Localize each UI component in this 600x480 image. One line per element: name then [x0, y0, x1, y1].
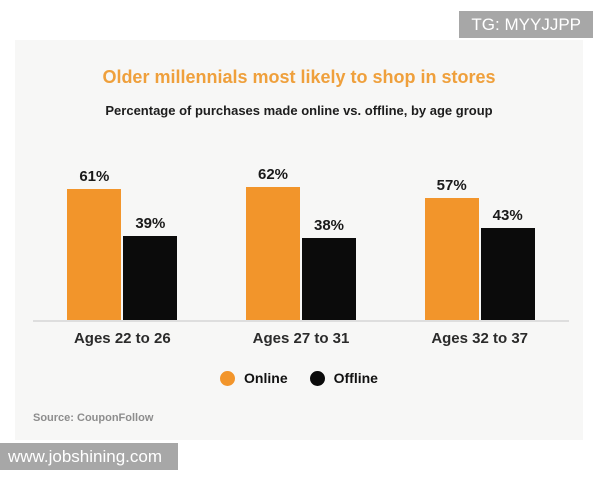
- bar-column: 57%: [424, 177, 479, 320]
- bar-column: 61%: [67, 168, 122, 320]
- chart-title: Older millennials most likely to shop in…: [102, 67, 496, 87]
- category-label: Ages 22 to 26: [73, 330, 171, 347]
- legend-dot-icon: [220, 370, 236, 386]
- category-axis-labels: Ages 22 to 26 Ages 27 to 31 Ages 32 to 37: [33, 330, 569, 347]
- bar-value-label: 43%: [492, 207, 523, 224]
- bar-value-label: 57%: [436, 177, 467, 194]
- bar-value-label: 39%: [135, 215, 166, 232]
- bar-offline: [480, 228, 535, 320]
- legend-label: Online: [244, 370, 288, 386]
- legend-item-offline: Offline: [309, 370, 378, 386]
- bar-column: 38%: [302, 217, 356, 320]
- watermark-badge-top-right: TG: MYYJJPP: [459, 11, 593, 38]
- legend-dot-icon: [309, 370, 325, 386]
- chart-subtitle: Percentage of purchases made online vs. …: [105, 103, 493, 118]
- bar-value-label: 61%: [79, 168, 110, 185]
- bar-group-slot: 57% 43%: [390, 148, 569, 320]
- source-note: Source: CouponFollow: [33, 412, 154, 424]
- bar-value-label: 38%: [313, 217, 345, 234]
- category-label: Ages 32 to 37: [431, 330, 529, 347]
- bar-value-label: 62%: [257, 166, 289, 183]
- bar-group: 62% 38%: [246, 166, 356, 320]
- bar-column: 62%: [246, 166, 300, 320]
- chart-legend: Online Offline: [15, 370, 583, 386]
- bar-online: [246, 187, 300, 320]
- bar-column: 39%: [123, 215, 178, 320]
- chart-card: Older millennials most likely to shop in…: [15, 40, 583, 440]
- bar-online: [67, 189, 122, 320]
- bar-column: 43%: [480, 207, 535, 320]
- bar-group-slot: 62% 38%: [212, 148, 391, 320]
- legend-label: Offline: [333, 370, 378, 386]
- bar-offline: [123, 236, 178, 320]
- legend-item-online: Online: [220, 370, 288, 386]
- watermark-badge-bottom-left: www.jobshining.com: [0, 443, 179, 470]
- bar-group-slot: 61% 39%: [33, 148, 212, 320]
- bar-offline: [302, 238, 356, 320]
- bar-group: 61% 39%: [67, 168, 178, 320]
- bar-online: [424, 198, 479, 320]
- bar-chart-plot-area: 61% 39% 62% 38% 57% 43%: [33, 148, 569, 322]
- category-label: Ages 27 to 31: [252, 330, 350, 347]
- bar-group: 57% 43%: [424, 177, 535, 320]
